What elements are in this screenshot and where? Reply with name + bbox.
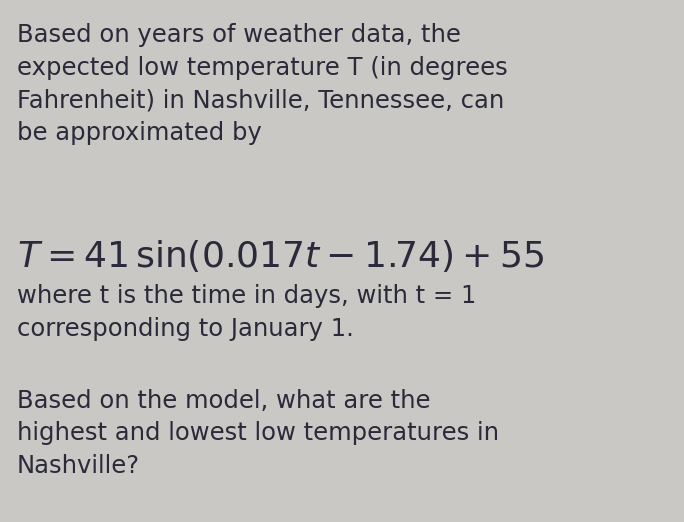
Text: Based on years of weather data, the
expected low temperature T (in degrees
Fahre: Based on years of weather data, the expe…: [17, 23, 508, 145]
Text: $\mathit{T} = 41\,\sin(0.017\mathit{t} - 1.74) + 55$: $\mathit{T} = 41\,\sin(0.017\mathit{t} -…: [17, 238, 544, 274]
Text: Based on the model, what are the
highest and lowest low temperatures in
Nashvill: Based on the model, what are the highest…: [17, 389, 499, 478]
Text: where t is the time in days, with t = 1
corresponding to January 1.: where t is the time in days, with t = 1 …: [17, 284, 477, 341]
